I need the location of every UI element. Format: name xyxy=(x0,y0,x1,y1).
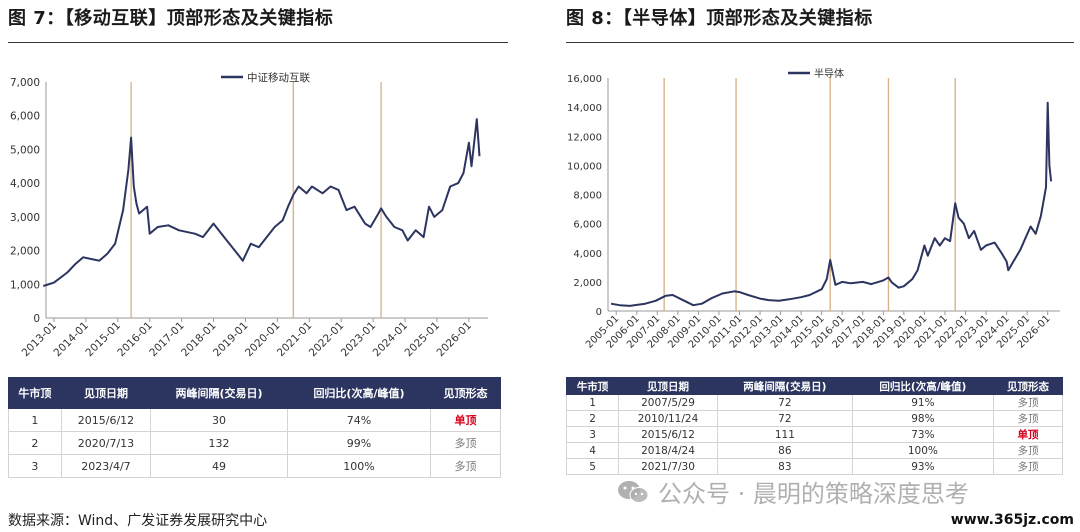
table-cell: 5 xyxy=(565,458,620,475)
table-row: 2 2010/11/24 72 98% 多顶 xyxy=(565,410,1064,427)
y-tick-label: 6,000 xyxy=(573,220,602,231)
data-source-note: 数据来源：Wind、广发证券发展研究中心 xyxy=(8,513,268,529)
y-tick-label: 10,000 xyxy=(567,161,602,172)
table-row: 2 2020/7/13 132 99% 多顶 xyxy=(8,431,501,455)
series-line xyxy=(42,118,481,287)
table-cell: 132 xyxy=(150,431,288,455)
legend-label: 半导体 xyxy=(814,67,844,80)
y-tick-label: 8,000 xyxy=(573,191,602,202)
table-cell: 2010/11/24 xyxy=(618,410,718,427)
table-header-cell: 见顶形态 xyxy=(992,377,1064,395)
y-tick-label: 0 xyxy=(596,307,602,318)
table-cell: 2023/4/7 xyxy=(60,454,152,478)
table-header-cell: 两峰间隔(交易日) xyxy=(150,377,288,409)
table-header-row: 牛市顶 见顶日期 两峰间隔(交易日) 回归比(次高/峰值) 见顶形态 xyxy=(565,377,1064,395)
y-tick-label: 4,000 xyxy=(573,249,602,260)
table-cell: 2007/5/29 xyxy=(618,394,718,411)
table-cell: 91% xyxy=(851,394,994,411)
table-cell: 100% xyxy=(286,454,432,478)
top-pattern-cell: 单顶 xyxy=(992,426,1064,443)
table-semiconductor: 牛市顶 见顶日期 两峰间隔(交易日) 回归比(次高/峰值) 见顶形态 1 2007/5/2… xyxy=(565,377,1064,475)
figure-7-title: 图 7：【移动互联】顶部形态及关键指标 xyxy=(8,8,334,29)
wechat-icon xyxy=(618,480,649,503)
table-header-cell: 见顶形态 xyxy=(430,377,501,409)
table-cell: 3 xyxy=(565,426,620,443)
table-header-cell: 回归比(次高/峰值) xyxy=(851,377,994,395)
table-row: 1 2015/6/12 30 74% 单顶 xyxy=(8,408,501,432)
table-cell: 2020/7/13 xyxy=(60,431,152,455)
table-cell: 1 xyxy=(8,408,62,432)
table-header-cell: 见顶日期 xyxy=(60,377,152,409)
table-header-cell: 牛市顶 xyxy=(565,377,620,395)
figure-7-rule xyxy=(8,42,508,43)
table-row: 5 2021/7/30 83 93% 多顶 xyxy=(565,458,1064,475)
watermark: 公众号 · 晨明的策略深度思考 xyxy=(616,474,969,509)
y-tick-label: 7,000 xyxy=(10,77,40,89)
table-cell: 30 xyxy=(150,408,288,432)
top-pattern-cell: 多顶 xyxy=(430,431,501,455)
table-cell: 86 xyxy=(716,442,853,459)
site-url: www.365jz.com xyxy=(950,512,1074,528)
chart-mobile-internet: 01,0002,0003,0004,0005,0006,0007,0002013… xyxy=(10,71,488,360)
x-tick-label: 2026-01 xyxy=(434,320,474,360)
top-pattern-cell: 多顶 xyxy=(992,410,1064,427)
table-header-cell: 见顶日期 xyxy=(618,377,718,395)
table-header-row: 牛市顶 见顶日期 两峰间隔(交易日) 回归比(次高/峰值) 见顶形态 xyxy=(8,377,501,409)
table-cell: 2015/6/12 xyxy=(60,408,152,432)
table-cell: 72 xyxy=(716,410,853,427)
table-header-cell: 两峰间隔(交易日) xyxy=(716,377,853,395)
table-cell: 49 xyxy=(150,454,288,478)
y-tick-label: 2,000 xyxy=(573,278,602,289)
y-tick-label: 1,000 xyxy=(10,279,40,291)
series-line xyxy=(610,101,1053,307)
table-cell: 99% xyxy=(286,431,432,455)
table-cell: 73% xyxy=(851,426,994,443)
table-cell: 72 xyxy=(716,394,853,411)
figure-8-title: 图 8：【半导体】顶部形态及关键指标 xyxy=(566,8,873,29)
table-cell: 2018/4/24 xyxy=(618,442,718,459)
y-tick-label: 5,000 xyxy=(10,144,40,156)
y-tick-label: 12,000 xyxy=(567,132,602,143)
table-row: 4 2018/4/24 86 100% 多顶 xyxy=(565,442,1064,459)
table-cell: 111 xyxy=(716,426,853,443)
y-tick-label: 2,000 xyxy=(10,246,40,258)
table-row: 3 2023/4/7 49 100% 多顶 xyxy=(8,454,501,478)
table-cell: 2 xyxy=(8,431,62,455)
table-cell: 74% xyxy=(286,408,432,432)
top-pattern-cell: 多顶 xyxy=(992,394,1064,411)
y-tick-label: 16,000 xyxy=(567,74,602,85)
top-pattern-cell: 单顶 xyxy=(430,408,501,432)
table-cell: 4 xyxy=(565,442,620,459)
table-header-cell: 回归比(次高/峰值) xyxy=(286,377,432,409)
table-cell: 83 xyxy=(716,458,853,475)
table-cell: 3 xyxy=(8,454,62,478)
legend-label: 中证移动互联 xyxy=(247,71,310,84)
top-pattern-cell: 多顶 xyxy=(992,442,1064,459)
y-tick-label: 6,000 xyxy=(10,111,40,123)
table-cell: 98% xyxy=(851,410,994,427)
table-cell: 1 xyxy=(565,394,620,411)
table-mobile-internet: 牛市顶 见顶日期 两峰间隔(交易日) 回归比(次高/峰值) 见顶形态 1 2015/6/1… xyxy=(8,377,501,478)
y-tick-label: 3,000 xyxy=(10,212,40,224)
y-tick-label: 14,000 xyxy=(567,103,602,114)
chart-semiconductor: 0 2,000 4,000 6,000 8,000 10,000 12,000 14,000 1… xyxy=(567,67,1060,351)
top-pattern-cell: 多顶 xyxy=(992,458,1064,475)
table-header-cell: 牛市顶 xyxy=(8,377,62,409)
top-pattern-cell: 多顶 xyxy=(430,454,501,478)
watermark-text: 公众号 · 晨明的策略深度思考 xyxy=(658,480,969,508)
y-tick-label: 0 xyxy=(33,313,40,325)
table-cell: 100% xyxy=(851,442,994,459)
table-row: 3 2015/6/12 111 73% 单顶 xyxy=(565,426,1064,443)
table-cell: 2021/7/30 xyxy=(618,458,718,475)
table-row: 1 2007/5/29 72 91% 多顶 xyxy=(565,394,1064,411)
table-cell: 2015/6/12 xyxy=(618,426,718,443)
figure-8-rule xyxy=(566,42,1074,43)
table-cell: 93% xyxy=(851,458,994,475)
table-cell: 2 xyxy=(565,410,620,427)
y-tick-label: 4,000 xyxy=(10,178,40,190)
